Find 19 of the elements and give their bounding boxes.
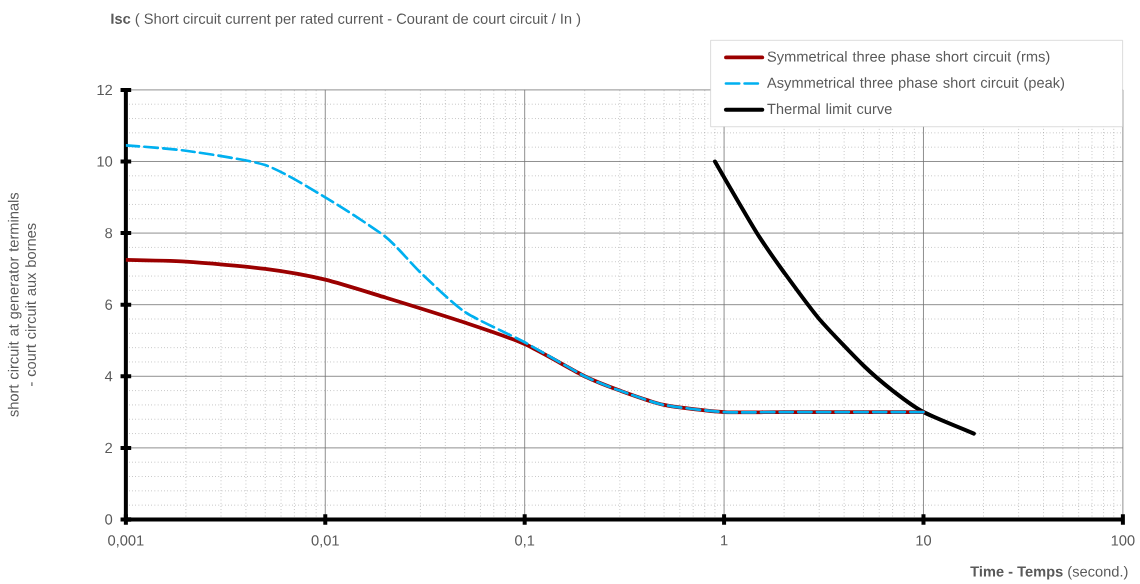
x-tick-label: 1 — [721, 535, 728, 546]
y-tick-label: 12 — [97, 84, 112, 95]
x-axis-title: Time - Temps (second.) — [970, 565, 1128, 580]
x-tick-label: 0,001 — [108, 535, 144, 548]
y-tick-label: 4 — [104, 371, 113, 382]
y-axis-title: short circuit at generator terminals - court circuit aux bornes — [7, 192, 36, 417]
x-tick-label: 10 — [916, 535, 932, 546]
x-tick-label: 0,1 — [515, 535, 535, 548]
y-tick-label: 8 — [105, 227, 113, 239]
y-tick-label: 10 — [97, 156, 113, 167]
y-tick-label: 0 — [105, 514, 113, 525]
x-tick-label: 0,01 — [311, 535, 339, 548]
legend-label: Asymmetrical three phase short circuit (peak) — [766, 76, 1065, 91]
chart-title: Isc ( Short circuit current per rated current - Courant de court circuit / In ) — [111, 12, 581, 27]
x-tick-label: 100 — [1111, 535, 1135, 546]
legend-label: Thermal limit curve — [767, 103, 892, 114]
y-tick-label: 6 — [105, 299, 113, 310]
y-tick-label: 2 — [105, 442, 113, 453]
legend-label: Symmetrical three phase short circuit (rms) — [767, 50, 1050, 65]
